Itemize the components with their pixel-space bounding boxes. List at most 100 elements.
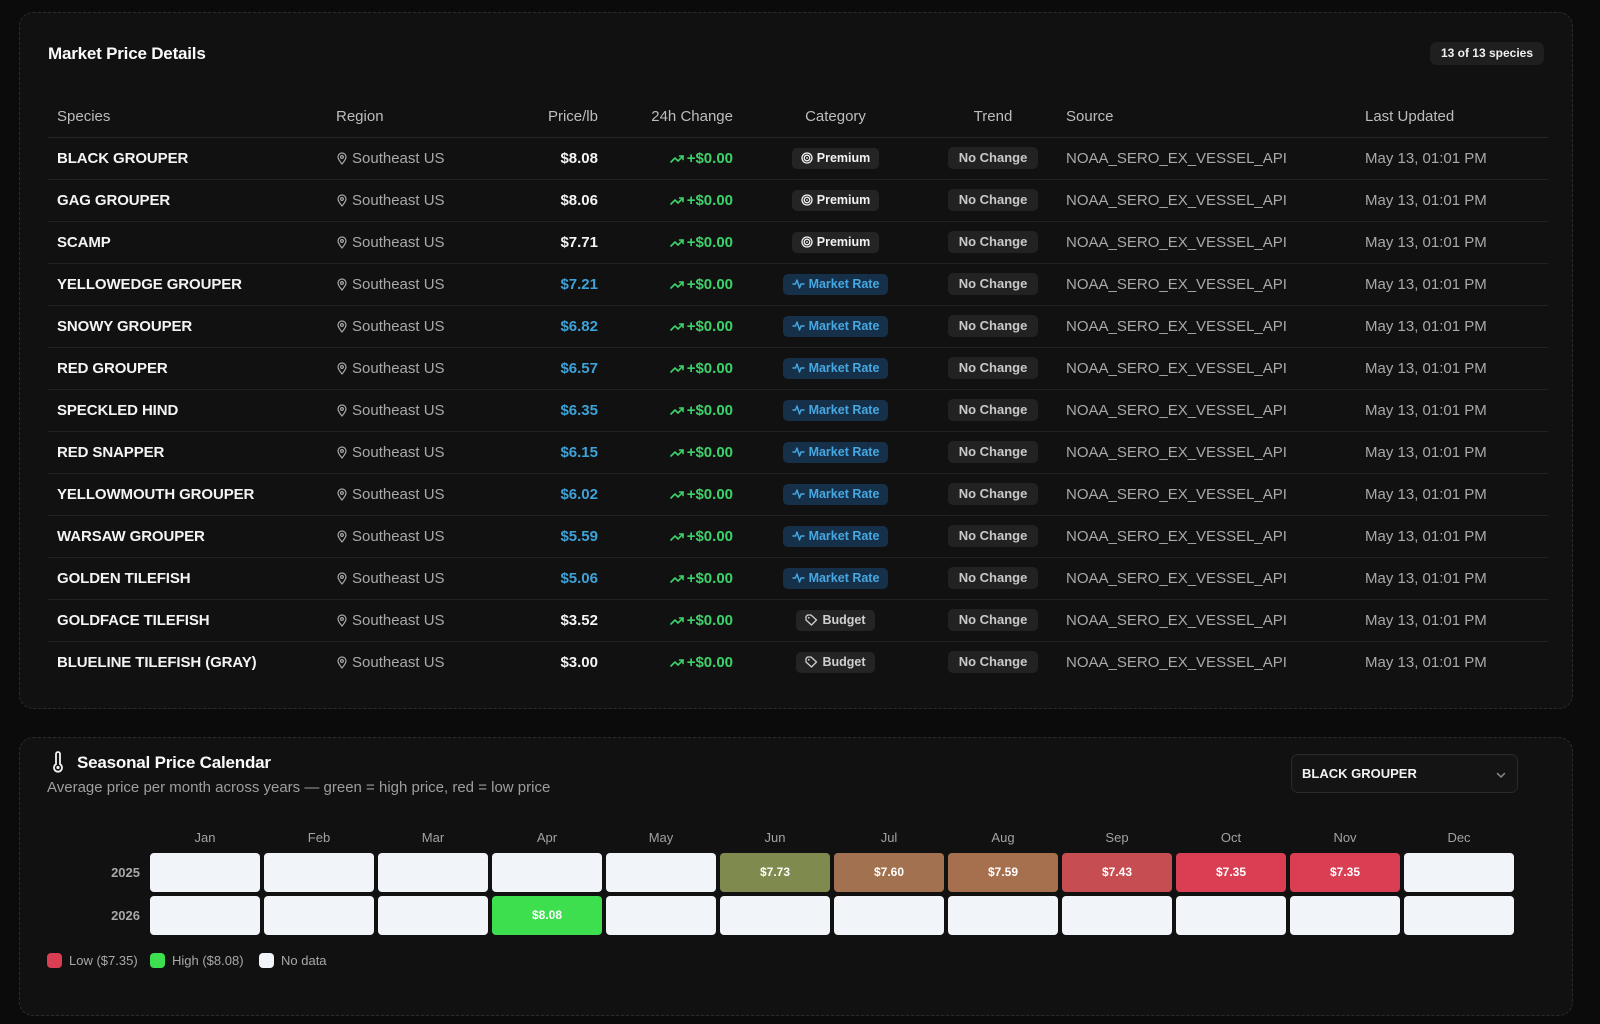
col-header-updated[interactable]: Last Updated <box>1356 97 1548 138</box>
month-label: Oct <box>1220 830 1242 845</box>
heatmap-cell[interactable] <box>606 896 716 935</box>
month-label: Apr <box>536 830 558 845</box>
col-header-source[interactable]: Source <box>1057 97 1356 138</box>
category-badge: Market Rate <box>782 273 889 295</box>
heatmap-cell[interactable] <box>606 853 716 892</box>
region-cell: Southeast US <box>327 641 479 683</box>
heatmap-cell[interactable] <box>720 896 830 935</box>
heatmap-cell[interactable] <box>264 853 374 892</box>
change-value: +$0.00 <box>686 317 733 335</box>
table-row[interactable]: GAG GROUPER Southeast US $8.06 +$0.00 Premiu… <box>48 179 1548 222</box>
trending-up-icon <box>669 150 687 167</box>
change-value: +$0.00 <box>686 275 733 293</box>
category-badge: Budget <box>796 609 875 631</box>
source-cell: NOAA_SERO_EX_VESSEL_API <box>1057 515 1356 558</box>
change-cell: +$0.00 <box>607 179 742 222</box>
heatmap-cell[interactable]: $7.73 <box>720 853 830 892</box>
region-label: Southeast US <box>352 527 445 545</box>
map-pin-icon <box>336 570 352 587</box>
col-header-species[interactable]: Species <box>48 97 327 138</box>
heatmap-cell[interactable] <box>150 853 260 892</box>
heatmap-cell[interactable]: $7.35 <box>1290 853 1400 892</box>
table-row[interactable]: YELLOWMOUTH GROUPER Southeast US $6.02 +$0.… <box>48 473 1548 516</box>
month-label: Jul <box>880 830 898 845</box>
species-name: RED GROUPER <box>48 347 327 390</box>
price-tag-icon <box>805 613 822 627</box>
trend-badge: No Change <box>947 273 1039 295</box>
category-label: Market Rate <box>808 444 880 459</box>
heatmap-cell[interactable] <box>150 896 260 935</box>
heatmap-cell[interactable] <box>264 896 374 935</box>
table-row[interactable]: RED SNAPPER Southeast US $6.15 +$0.00 Market… <box>48 431 1548 474</box>
price-value: $3.00 <box>560 653 598 671</box>
table-row[interactable]: YELLOWEDGE GROUPER Southeast US $7.21 +$0.0… <box>48 263 1548 306</box>
heatmap-cell[interactable] <box>948 896 1058 935</box>
heatmap-cell[interactable]: $7.60 <box>834 853 944 892</box>
col-header-region[interactable]: Region <box>327 97 479 138</box>
col-header-trend[interactable]: Trend <box>929 97 1057 138</box>
table-row[interactable]: SNOWY GROUPER Southeast US $6.82 +$0.00 Mark… <box>48 305 1548 348</box>
price-value: $8.06 <box>560 191 598 209</box>
trend-badge: No Change <box>947 525 1039 547</box>
legend-low-swatch <box>47 953 62 968</box>
map-pin-icon <box>336 150 352 167</box>
heatmap-cell[interactable]: $7.59 <box>948 853 1058 892</box>
change-value: +$0.00 <box>686 443 733 461</box>
heatmap-cell[interactable]: $7.43 <box>1062 853 1172 892</box>
region-cell: Southeast US <box>327 515 479 558</box>
heatmap-cell[interactable] <box>378 853 488 892</box>
change-cell: +$0.00 <box>607 137 742 180</box>
heatmap-cell[interactable] <box>1404 896 1514 935</box>
market-price-table: Species Region Price/lb 24h Change Categ… <box>48 97 1548 683</box>
change-cell: +$0.00 <box>607 641 742 683</box>
col-header-price[interactable]: Price/lb <box>479 97 607 138</box>
source-cell: NOAA_SERO_EX_VESSEL_API <box>1057 305 1356 348</box>
table-row[interactable]: SPECKLED HIND Southeast US $6.35 +$0.00 Mark… <box>48 389 1548 432</box>
updated-cell: May 13, 01:01 PM <box>1356 179 1548 222</box>
heatmap-cell[interactable] <box>1176 896 1286 935</box>
map-pin-icon <box>336 486 352 503</box>
price-value: $5.59 <box>560 527 598 545</box>
source-cell: NOAA_SERO_EX_VESSEL_API <box>1057 221 1356 264</box>
region-label: Southeast US <box>352 149 445 167</box>
species-select[interactable]: BLACK GROUPER <box>1291 754 1518 793</box>
chevron-down-icon <box>1495 768 1507 786</box>
species-name: SPECKLED HIND <box>48 389 327 432</box>
trending-up-icon <box>669 612 687 629</box>
table-row[interactable]: BLUELINE TILEFISH (GRAY) Southeast US $3.0… <box>48 641 1548 683</box>
table-row[interactable]: GOLDEN TILEFISH Southeast US $5.06 +$0.00 Ma… <box>48 557 1548 600</box>
col-header-change[interactable]: 24h Change <box>607 97 742 138</box>
trending-up-icon <box>669 276 687 293</box>
trend-badge: No Change <box>947 189 1039 211</box>
heatmap-cell[interactable] <box>1062 896 1172 935</box>
change-cell: +$0.00 <box>607 221 742 264</box>
category-badge: Premium <box>791 147 880 169</box>
change-value: +$0.00 <box>686 191 733 209</box>
category-badge: Market Rate <box>782 525 889 547</box>
table-row[interactable]: GOLDFACE TILEFISH Southeast US $3.52 +$0.00… <box>48 599 1548 642</box>
table-row[interactable]: RED GROUPER Southeast US $6.57 +$0.00 Market… <box>48 347 1548 390</box>
col-header-category[interactable]: Category <box>742 97 929 138</box>
species-name: BLACK GROUPER <box>48 137 327 180</box>
heatmap-cell[interactable]: $8.08 <box>492 896 602 935</box>
table-row[interactable]: BLACK GROUPER Southeast US $8.08 +$0.00 Prem… <box>48 137 1548 180</box>
heatmap-cell[interactable] <box>834 896 944 935</box>
table-row[interactable]: WARSAW GROUPER Southeast US $5.59 +$0.00 Mar… <box>48 515 1548 558</box>
heatmap-cell[interactable] <box>1290 896 1400 935</box>
region-label: Southeast US <box>352 191 445 209</box>
heatmap-cell[interactable]: $7.35 <box>1176 853 1286 892</box>
heatmap-cell[interactable] <box>378 896 488 935</box>
price-tag-icon <box>805 655 822 669</box>
table-row[interactable]: SCAMP Southeast US $7.71 +$0.00 Premium No Ch… <box>48 221 1548 264</box>
region-label: Southeast US <box>352 653 445 671</box>
activity-icon <box>791 319 809 333</box>
month-label: Jan <box>194 830 216 845</box>
table-header-row: Species Region Price/lb 24h Change Categ… <box>48 97 1548 138</box>
activity-icon <box>791 445 809 459</box>
region-cell: Southeast US <box>327 473 479 516</box>
trending-up-icon <box>669 486 687 503</box>
category-label: Budget <box>822 612 866 627</box>
seasonal-title: Seasonal Price Calendar <box>77 753 271 772</box>
heatmap-cell[interactable] <box>492 853 602 892</box>
heatmap-cell[interactable] <box>1404 853 1514 892</box>
